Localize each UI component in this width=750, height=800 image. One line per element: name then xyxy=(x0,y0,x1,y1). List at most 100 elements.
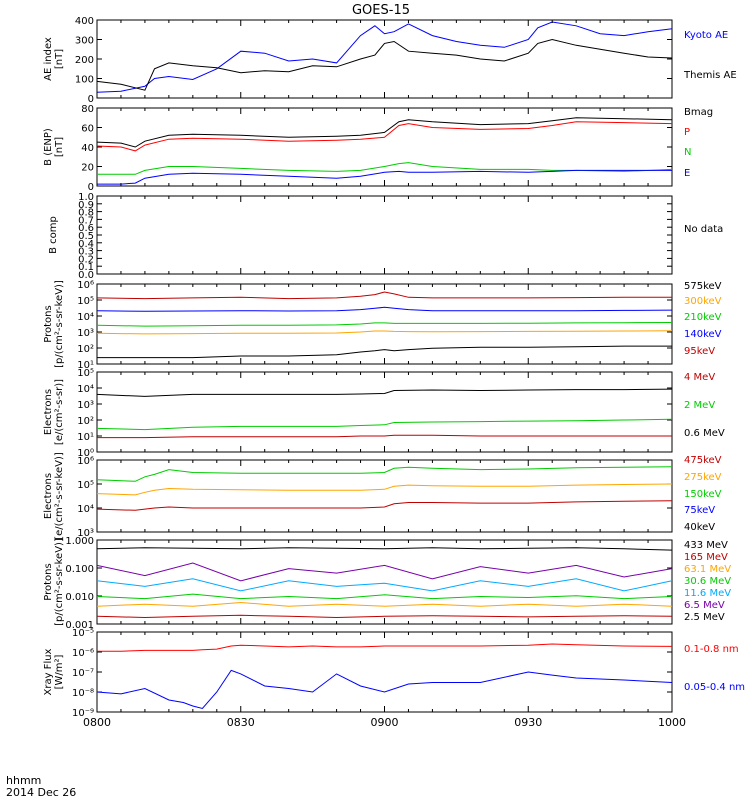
y-tick-label-bcomp: 0.6 xyxy=(78,223,94,234)
y-tick-label-bcomp: 1.0 xyxy=(78,192,94,203)
y-tick-label-protons_low: 10¹ xyxy=(77,360,94,371)
y-tick-label-protons_low: 10⁵ xyxy=(77,296,94,307)
series-line-protons_high-1 xyxy=(96,614,673,619)
y-axis-label-protons_low: [p/(cm²-s-sr-keV)] xyxy=(54,280,65,368)
series-line-xray-0 xyxy=(97,643,673,652)
series-line-protons_high-3 xyxy=(96,593,673,600)
series-line-bfield-2 xyxy=(97,162,673,175)
legend-entry-protons_low: 210keV xyxy=(684,312,722,323)
y-tick-label-electrons_low: 10⁶ xyxy=(77,456,94,467)
legend-entry-protons_high: 11.6 MeV xyxy=(684,588,731,599)
legend-entry-bfield: E xyxy=(684,168,690,179)
legend-entry-protons_high: 30.6 MeV xyxy=(684,576,731,587)
plot-title: GOES-15 xyxy=(352,3,410,18)
legend-entry-ae: Kyoto AE xyxy=(684,30,728,41)
series-line-ae-0 xyxy=(96,21,673,93)
legend-entry-electrons_low: 275keV xyxy=(684,472,722,483)
y-tick-label-bcomp: 0.0 xyxy=(78,270,94,281)
panel-frame-electrons_low xyxy=(96,459,673,533)
series-line-protons_low-3 xyxy=(96,306,673,312)
y-tick-label-electrons_low: 10³ xyxy=(77,528,94,539)
y-tick-label-ae: 0 xyxy=(88,94,94,105)
series-line-ae-1 xyxy=(96,38,673,91)
panel-frame-bcomp xyxy=(96,195,673,275)
y-axis-label-xray: Xray Flux xyxy=(43,648,54,695)
legend-entry-electrons_low: 150keV xyxy=(684,489,722,500)
y-axis-label-xray: [W/m²] xyxy=(54,654,65,689)
y-tick-label-protons_high: 1.000 xyxy=(65,536,94,547)
y-tick-label-protons_low: 10³ xyxy=(77,328,94,339)
series-line-protons_high-2 xyxy=(96,601,673,607)
y-tick-label-bcomp: 0.2 xyxy=(78,254,94,265)
panel-frame-ae xyxy=(96,19,673,99)
y-tick-label-bfield: 80 xyxy=(81,104,94,115)
legend-entry-protons_low: 140keV xyxy=(684,329,722,340)
y-tick-label-protons_low: 10² xyxy=(77,344,94,355)
y-tick-label-bcomp: 0.5 xyxy=(78,231,94,242)
panel-frame-electrons_high xyxy=(96,371,673,453)
panel-frame-protons_low xyxy=(96,283,673,365)
y-axis-label-protons_high: [p/(cm²-s-sr-keV)] xyxy=(54,538,65,626)
y-tick-label-electrons_high: 10³ xyxy=(77,400,94,411)
legend-entry-protons_low: 95keV xyxy=(684,346,715,357)
series-line-protons_high-0 xyxy=(96,547,673,551)
x-axis-label-date: 2014 Dec 26 xyxy=(6,786,76,799)
y-tick-label-protons_high: 0.010 xyxy=(65,592,94,603)
series-line-electrons_high-2 xyxy=(96,388,673,397)
legend-entry-xray: 0.05-0.4 nm xyxy=(684,682,745,693)
series-line-electrons_low-1 xyxy=(96,483,673,496)
legend-entry-protons_high: 63.1 MeV xyxy=(684,564,731,575)
legend-entry-electrons_high: 0.6 MeV xyxy=(684,428,725,439)
series-line-protons_low-1 xyxy=(96,330,673,335)
series-line-electrons_low-2 xyxy=(96,466,673,482)
y-tick-label-bfield: 40 xyxy=(81,143,94,154)
y-axis-label-bfield: [nT] xyxy=(54,137,65,157)
series-line-protons_low-4 xyxy=(96,291,672,300)
y-tick-label-electrons_high: 10⁵ xyxy=(77,368,94,379)
x-tick-label: 0830 xyxy=(227,716,255,729)
y-tick-label-xray: 10⁻⁷ xyxy=(72,668,94,679)
y-tick-label-bcomp: 0.9 xyxy=(78,200,94,211)
legend-entry-protons_high: 6.5 MeV xyxy=(684,600,725,611)
x-tick-label: 0800 xyxy=(83,716,111,729)
legend-entry-protons_low: 575keV xyxy=(684,281,722,292)
series-line-bfield-0 xyxy=(96,117,673,148)
y-tick-label-bcomp: 0.3 xyxy=(78,247,94,258)
series-line-electrons_low-0 xyxy=(96,500,673,511)
series-line-bfield-1 xyxy=(96,121,673,152)
y-tick-label-electrons_low: 10⁵ xyxy=(77,480,94,491)
legend-entry-bfield: Bmag xyxy=(684,107,713,118)
y-tick-label-xray: 10⁻⁵ xyxy=(72,628,94,639)
y-tick-label-xray: 10⁻⁶ xyxy=(72,648,94,659)
y-tick-label-bcomp: 0.7 xyxy=(78,215,94,226)
y-axis-label-protons_low: Protons xyxy=(43,305,54,342)
y-tick-label-electrons_high: 10⁴ xyxy=(77,384,94,395)
y-tick-label-bfield: 60 xyxy=(81,124,94,135)
y-axis-label-electrons_high: Electrons xyxy=(43,389,54,435)
x-axis-label-hhmm: hhmm xyxy=(6,774,41,787)
panel-frame-protons_high xyxy=(96,539,673,625)
legend-entry-electrons_low: 40keV xyxy=(684,522,715,533)
x-tick-label: 1000 xyxy=(658,716,686,729)
legend-entry-bfield: P xyxy=(684,127,690,138)
y-axis-label-ae: [nT] xyxy=(54,49,65,69)
legend-entry-bfield: N xyxy=(684,147,691,158)
panel-frame-xray xyxy=(96,631,673,713)
y-tick-label-xray: 10⁻⁹ xyxy=(72,708,94,719)
y-tick-label-electrons_high: 10⁰ xyxy=(77,448,94,459)
series-line-protons_high-5 xyxy=(96,562,673,582)
y-tick-label-ae: 400 xyxy=(75,16,94,27)
series-line-electrons_high-0 xyxy=(97,434,672,439)
legend-entry-protons_low: 300keV xyxy=(684,296,722,307)
series-line-protons_low-0 xyxy=(97,345,672,359)
y-axis-label-bfield: B (ENP) xyxy=(43,128,54,166)
y-axis-label-electrons_low: Electrons xyxy=(43,473,54,519)
y-axis-label-ae: AE index xyxy=(43,37,54,81)
legend-entry-electrons_low: 75keV xyxy=(684,505,715,516)
y-tick-label-bcomp: 0.8 xyxy=(78,208,94,219)
y-tick-label-ae: 100 xyxy=(75,75,94,86)
y-tick-label-ae: 300 xyxy=(75,36,94,47)
y-tick-label-bfield: 0 xyxy=(88,182,94,193)
